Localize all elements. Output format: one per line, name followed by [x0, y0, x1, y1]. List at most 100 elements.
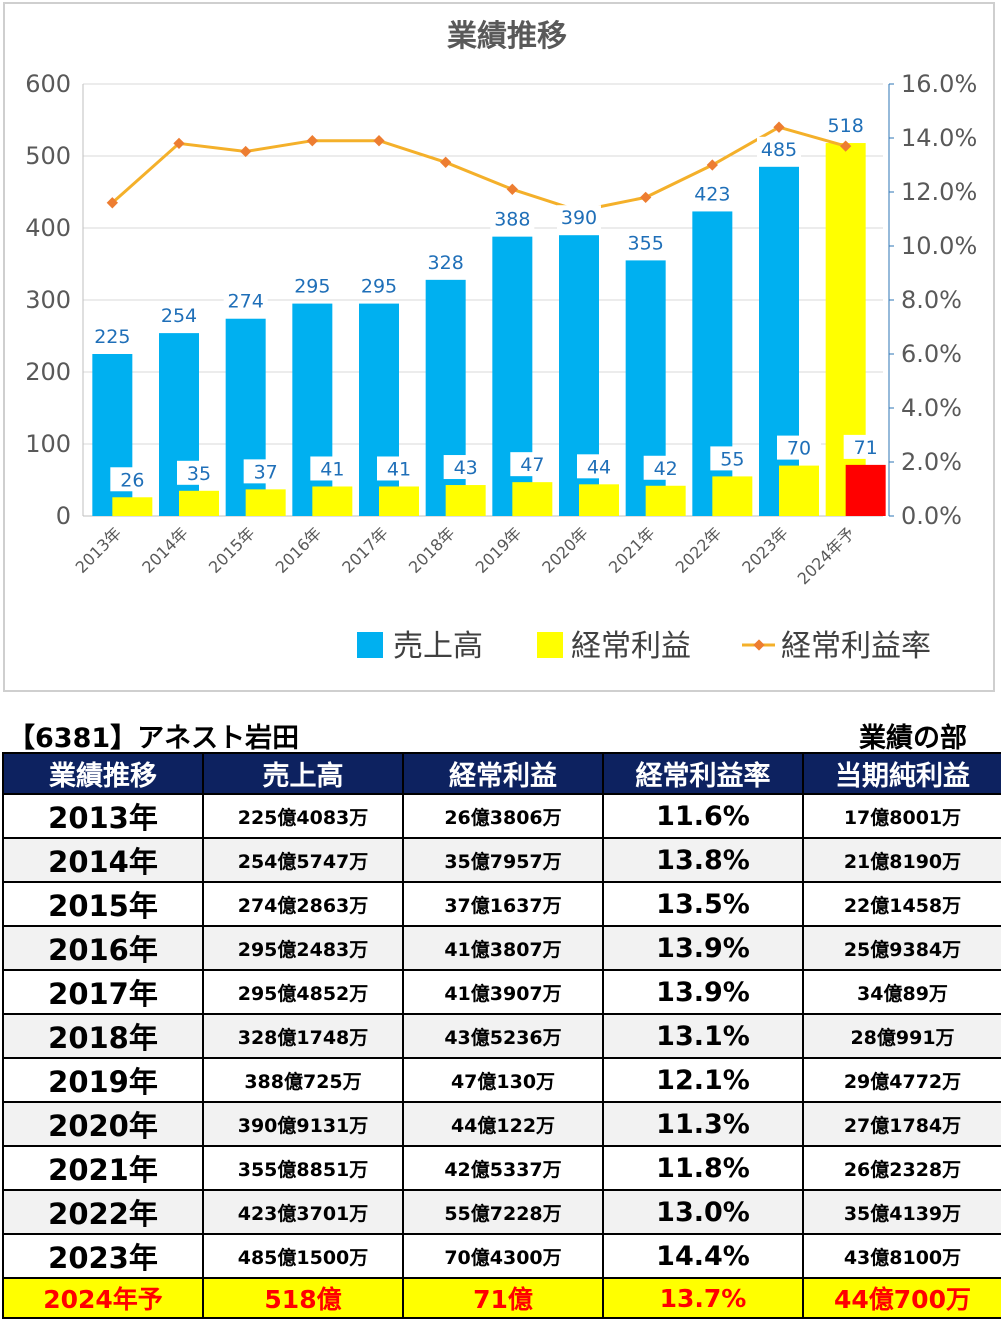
sales-bar [825, 143, 866, 517]
forecast-cell-net: 44億700万 [802, 1277, 1001, 1319]
table-cell-sales: 390億9131万 [202, 1101, 404, 1147]
sales-bar [359, 303, 399, 516]
sales-bar [92, 354, 133, 516]
ordinary-profit-bar [779, 465, 819, 516]
y-tick-label: 500 [25, 142, 71, 170]
table-cell-year: 2016年 [2, 925, 204, 971]
legend-ordinary-label: 経常利益 [571, 629, 691, 664]
table-cell-net: 28億991万 [802, 1013, 1001, 1059]
table-cell-net: 25億9384万 [802, 925, 1001, 971]
ordinary-value-label: 41 [320, 458, 344, 480]
ordinary-label-bg [510, 452, 555, 477]
table-row: 2013年 225億4083万 26億3806万 11.6% 17億8001万 [2, 793, 1001, 839]
sales-label-bg [90, 324, 135, 348]
table-header-row: 業績推移 売上高 経常利益 経常利益率 当期純利益 [2, 752, 1001, 795]
column-header: 当期純利益 [802, 752, 1001, 795]
table-cell-ordinary: 44億122万 [402, 1101, 604, 1147]
section-label: 業績の部 [859, 723, 967, 754]
chart-legend: 売上高 経常利益 経常利益率 [357, 629, 931, 664]
table-cell-rate: 14.4% [602, 1233, 804, 1279]
rate-line [111, 125, 847, 213]
ordinary-value-label: 70 [787, 438, 811, 460]
table-row: 2016年 295億2483万 41億3807万 13.9% 25億9384万 [2, 925, 1001, 971]
ordinary-value-label: 26 [120, 469, 144, 491]
y2-tick-label: 10.0% [901, 232, 977, 260]
sales-label-bg [290, 273, 335, 298]
table-row: 2021年 355億8851万 42億5337万 11.8% 26億2328万 [2, 1145, 1001, 1191]
ordinary-profit-bar [112, 497, 153, 516]
ordinary-label-bg [377, 456, 421, 481]
y-tick-label: 600 [25, 70, 71, 98]
ordinary-profit-bar [645, 485, 686, 516]
x-tick-label: 2023年 [738, 523, 792, 577]
y2-tick-label: 16.0% [901, 70, 977, 98]
ordinary-profit-bar [845, 464, 886, 516]
table-cell-sales: 485億1500万 [202, 1233, 404, 1279]
table-cell-ordinary: 42億5337万 [402, 1145, 604, 1191]
sales-label-bg [690, 181, 735, 206]
ordinary-label-bg [110, 467, 155, 492]
sales-value-label: 274 [228, 291, 264, 313]
x-tick-label: 2015年 [205, 523, 259, 577]
table-cell-rate: 12.1% [602, 1057, 804, 1103]
sales-bar [425, 279, 466, 516]
legend-rate-marker [753, 639, 765, 651]
company-name: 【6381】アネスト岩田 [8, 723, 300, 754]
sales-label-bg [557, 205, 601, 230]
rate-point [240, 145, 252, 158]
table-cell-year: 2022年 [2, 1189, 204, 1235]
chart-panel: 業績推移 0 100 200 300 400 500 600 0.0% 2.0% 4.0% 6.0%… [3, 2, 995, 692]
y2-tick-label: 6.0% [901, 340, 962, 368]
rate-point [440, 156, 452, 168]
sales-bar [759, 166, 799, 517]
ordinary-profit-bar [512, 482, 553, 516]
legend-sales-swatch [357, 632, 383, 658]
table-row: 2019年 388億725万 47億130万 12.1% 29億4772万 [2, 1057, 1001, 1103]
ordinary-label-bg [177, 460, 221, 485]
table-cell-ordinary: 43億5236万 [402, 1013, 604, 1059]
table-cell-rate: 13.1% [602, 1013, 804, 1059]
legend-sales-label: 売上高 [393, 629, 483, 664]
sales-bar [225, 318, 266, 516]
sales-value-label: 390 [561, 207, 597, 229]
table-cell-rate: 13.0% [602, 1189, 804, 1235]
ordinary-value-label: 42 [654, 458, 678, 480]
table-cell-ordinary: 41億3807万 [402, 925, 604, 971]
chart-title: 業績推移 [447, 19, 567, 54]
ordinary-value-label: 35 [187, 463, 211, 485]
sales-bar [292, 303, 333, 516]
y2-tick-label: 12.0% [901, 178, 977, 206]
table-cell-net: 17億8001万 [802, 793, 1001, 839]
y-tick-label: 300 [25, 286, 71, 314]
sales-label-bg [623, 230, 668, 255]
table-cell-year: 2019年 [2, 1057, 204, 1103]
table-cell-ordinary: 55億7228万 [402, 1189, 604, 1235]
sales-label-bg [757, 136, 801, 161]
x-tick-label: 2019年 [472, 523, 526, 577]
x-tick-label: 2013年 [72, 523, 126, 577]
ordinary-label-bg [843, 434, 888, 459]
y-tick-label: 100 [25, 430, 71, 458]
table-cell-sales: 254億5747万 [202, 837, 404, 883]
table-cell-ordinary: 35億7957万 [402, 837, 604, 883]
table-row: 2014年 254億5747万 35億7957万 13.8% 21億8190万 [2, 837, 1001, 883]
rate-point [173, 137, 185, 150]
x-tick-label: 2024年予 [794, 523, 859, 588]
rate-point [640, 191, 652, 204]
y2-tick-label: 2.0% [901, 448, 962, 476]
ordinary-label-bg [643, 455, 688, 480]
ordinary-value-label: 47 [520, 454, 544, 476]
table-row: 2015年 274億2863万 37億1637万 13.5% 22億1458万 [2, 881, 1001, 927]
ordinary-value-label: 44 [587, 456, 611, 478]
forecast-cell-rate: 13.7% [602, 1277, 804, 1319]
column-header: 経常利益率 [602, 752, 804, 795]
performance-chart: 業績推移 0 100 200 300 400 500 600 0.0% 2.0% 4.0% 6.0%… [25, 19, 977, 664]
sales-label-bg [423, 249, 468, 274]
table-cell-sales: 328億1748万 [202, 1013, 404, 1059]
ordinary-label-bg [777, 435, 821, 460]
column-header: 売上高 [202, 752, 404, 795]
sales-value-label: 485 [761, 139, 797, 161]
forecast-cell-year: 2024年予 [2, 1277, 204, 1319]
table-cell-ordinary: 70億4300万 [402, 1233, 604, 1279]
table-cell-sales: 295億4852万 [202, 969, 404, 1015]
